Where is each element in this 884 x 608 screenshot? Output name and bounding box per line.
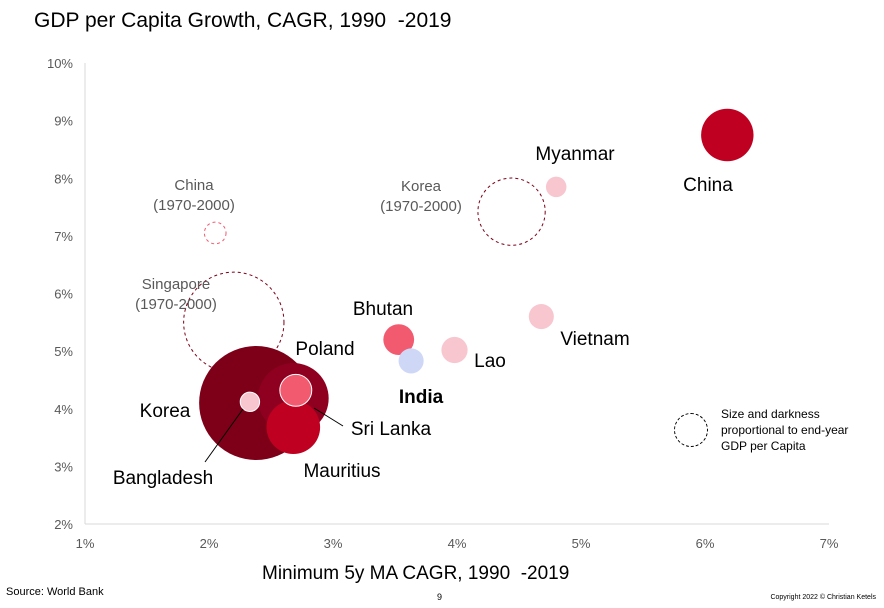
x-tick-label: 2% [200, 536, 219, 551]
copyright-note: Copyright 2022 © Christian Ketels [770, 594, 876, 601]
y-tick-label: 10% [47, 56, 73, 71]
label-line: Vietnam [560, 329, 629, 350]
label-line: Poland [295, 339, 354, 360]
label-mauritius: Mauritius [303, 461, 380, 482]
bubble-chart: 2%3%4%5%6%7%8%9%10%1% 2% 3% 4% 5% 6% 7% ChinaM… [47, 56, 839, 551]
bubble-lao [441, 336, 468, 364]
x-axis-title: Minimum 5y MA CAGR, 1990 -2019 [262, 563, 570, 584]
bubble-myanmar [545, 176, 567, 198]
label-line: (1970-2000) [153, 197, 235, 214]
y-tick-label: 6% [54, 287, 73, 302]
label-korea: Korea [140, 401, 191, 422]
label-china-reference: China (1970-2000) [153, 177, 235, 214]
label-line: Korea [140, 401, 191, 422]
y-tick-label: 9% [54, 114, 73, 129]
x-tick-label: 5% [572, 536, 591, 551]
chart-title: GDP per Capita Growth, CAGR, 1990 -2019 [34, 9, 452, 32]
label-line: (1970-2000) [380, 198, 462, 215]
x-tick-label: 7% [820, 536, 839, 551]
x-tick-label: 1% [76, 536, 95, 551]
bubble-china-reference [203, 221, 227, 245]
bubble-mauritius [266, 400, 321, 454]
label-india: India [399, 387, 444, 408]
y-tick-label: 5% [54, 344, 73, 359]
label-line: India [399, 387, 444, 408]
source-note: Source: World Bank [6, 586, 104, 598]
bubble-vietnam [528, 304, 554, 330]
bubble-korea-reference [477, 177, 546, 246]
leader-line-bangladesh [204, 408, 244, 463]
bubble-china [701, 108, 754, 162]
label-line: Bhutan [353, 299, 413, 320]
label-line: Korea [401, 178, 442, 195]
page-number: 9 [437, 592, 443, 602]
label-line: Sri Lanka [351, 419, 432, 440]
legend-note: Size and darkness proportional to end-ye… [721, 407, 849, 453]
label-line: Singapore [142, 276, 210, 293]
bubble-sri-lanka [279, 373, 313, 407]
bubbles [183, 108, 754, 460]
label-line: Myanmar [535, 144, 615, 165]
label-sri-lanka: Sri Lanka [351, 419, 432, 440]
y-tick-label: 2% [54, 517, 73, 532]
legend-size-circle [674, 413, 708, 447]
bubble-bangladesh [239, 391, 261, 413]
x-tick-label: 6% [696, 536, 715, 551]
label-line: China [174, 177, 214, 194]
label-line: Lao [474, 351, 506, 372]
label-singapore-reference: Singapore (1970-2000) [135, 276, 217, 313]
label-line: Mauritius [303, 461, 380, 482]
bubble-labels: China Myanmar Vietnam Lao Bhutan India Korea Po… [113, 144, 733, 489]
x-tick-label: 3% [324, 536, 343, 551]
label-line: Bangladesh [113, 468, 213, 489]
leader-lines [204, 407, 344, 463]
label-china: China [683, 175, 733, 196]
label-line: (1970-2000) [135, 296, 217, 313]
label-bhutan: Bhutan [353, 299, 413, 320]
label-line: China [683, 175, 733, 196]
label-vietnam: Vietnam [560, 329, 629, 350]
bubble-bhutan [383, 324, 415, 355]
label-myanmar: Myanmar [535, 144, 615, 165]
y-tick-label: 3% [54, 459, 73, 474]
label-lao: Lao [474, 351, 506, 372]
y-tick-label: 8% [54, 171, 73, 186]
label-korea-reference: Korea (1970-2000) [380, 178, 462, 215]
axes: 2%3%4%5%6%7%8%9%10%1% 2% 3% 4% 5% 6% 7% [47, 56, 839, 551]
label-poland: Poland [295, 339, 354, 360]
bubble-india [398, 348, 424, 374]
x-tick-label: 4% [448, 536, 467, 551]
label-bangladesh: Bangladesh [113, 468, 213, 489]
y-tick-label: 4% [54, 402, 73, 417]
y-tick-label: 7% [54, 229, 73, 244]
leader-line-sri-lanka [313, 407, 344, 427]
